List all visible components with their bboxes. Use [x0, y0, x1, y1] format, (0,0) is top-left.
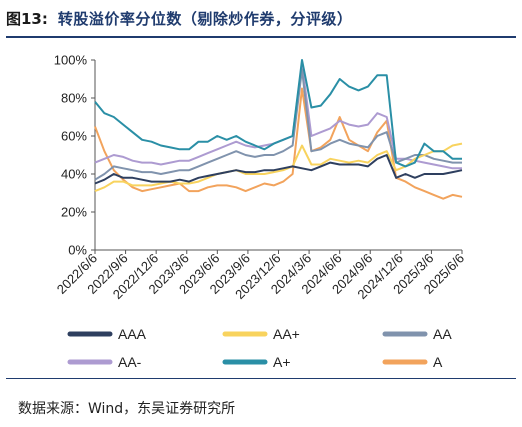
y-tick-label: 0% — [68, 243, 87, 258]
series-lines — [94, 59, 463, 200]
series-line-a — [94, 87, 463, 200]
figure-title-bar: 图13: 转股溢价率分位数（剔除炒作券，分评级） — [6, 0, 516, 38]
source-note: 数据来源：Wind，东吴证券研究所 — [18, 401, 236, 417]
legend-label: AA+ — [273, 326, 300, 342]
legend-label: A+ — [273, 354, 291, 370]
series-line-a-plus — [94, 59, 462, 168]
chart: 0% 20% 40% 60% 80% 100% 2022/6/62022/9/62022/… — [54, 53, 467, 371]
y-tick-label: 100% — [54, 53, 88, 68]
legend-label: AA — [433, 326, 452, 342]
y-tick-label: 40% — [61, 167, 87, 182]
figure-label: 图13: — [6, 9, 48, 28]
series-line-aa — [94, 68, 462, 181]
series-line-aa-plus — [94, 142, 463, 193]
series-line-aaa — [94, 154, 463, 185]
legend-label: AAA — [118, 326, 147, 342]
legend: AAA AA+ AA AA- A+ A — [67, 326, 452, 370]
legend-label: AA- — [118, 354, 142, 370]
legend-label: A — [433, 354, 443, 370]
y-tick-label: 60% — [61, 129, 87, 144]
bottom-rule — [6, 378, 516, 379]
x-axis: 2022/6/62022/9/62022/12/62023/3/62023/6/… — [54, 249, 467, 302]
y-tick-label: 80% — [61, 91, 87, 106]
y-tick-label: 20% — [61, 205, 87, 220]
y-axis: 0% 20% 40% 60% 80% 100% — [54, 53, 96, 258]
figure-title: 转股溢价率分位数（剔除炒作券，分评级） — [57, 9, 353, 28]
